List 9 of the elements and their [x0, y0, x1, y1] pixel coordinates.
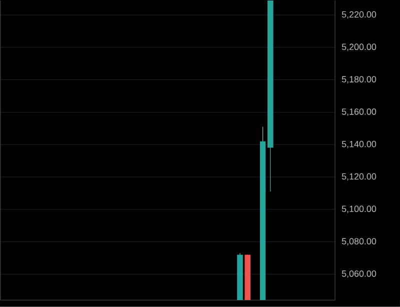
y-tick-label: 5,100.00 [342, 206, 376, 214]
y-tick-label: 5,080.00 [342, 238, 376, 246]
y-tick-label: 5,220.00 [342, 11, 376, 19]
y-tick-label: 5,160.00 [342, 108, 376, 116]
y-tick-label: 5,060.00 [342, 270, 376, 278]
y-tick-label: 5,180.00 [342, 76, 376, 84]
y-tick-label: 5,140.00 [342, 140, 376, 148]
y-tick-label: 5,200.00 [342, 44, 376, 52]
y-tick-label: 5,120.00 [342, 173, 376, 181]
